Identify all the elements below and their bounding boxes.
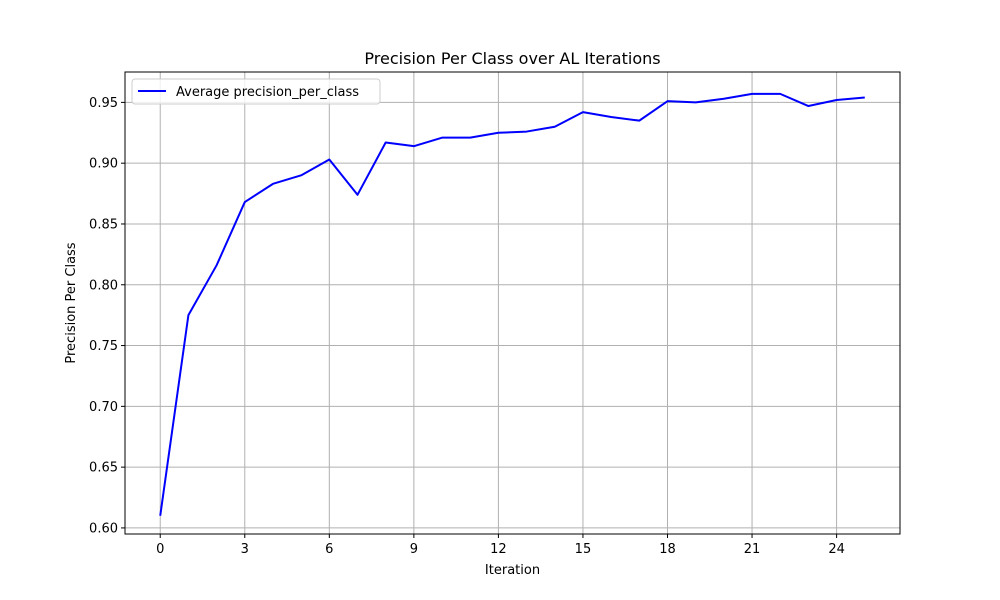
x-tick-label: 9 — [410, 542, 418, 557]
axis-ticks: 0 3 6 9 12 15 18 21 24 0.60 0.65 0.70 0.75 0.80 0.85 0.… — [89, 96, 845, 557]
x-tick-label: 24 — [828, 542, 845, 557]
legend-entry-label: Average precision_per_class — [176, 85, 359, 100]
y-axis-label: Precision Per Class — [64, 242, 79, 363]
y-tick-label: 0.60 — [89, 521, 118, 536]
y-tick-label: 0.90 — [89, 157, 118, 172]
y-tick-label: 0.85 — [89, 217, 118, 232]
series-line — [159, 92, 865, 516]
x-tick-label: 18 — [659, 542, 676, 557]
chart-title: Precision Per Class over AL Iterations — [364, 49, 660, 68]
grid — [125, 72, 900, 534]
legend-box — [131, 78, 381, 105]
x-tick-label: 12 — [490, 542, 507, 557]
y-tick-label: 0.80 — [89, 278, 118, 293]
y-tick-label: 0.75 — [89, 339, 118, 354]
x-tick-label: 15 — [575, 542, 592, 557]
x-tick-label: 21 — [744, 542, 761, 557]
x-axis-label: Iteration — [485, 563, 540, 578]
x-tick-label: 3 — [241, 542, 249, 557]
y-tick-label: 0.95 — [89, 96, 118, 111]
legend: Average precision_per_class — [131, 78, 381, 105]
plot-frame — [124, 71, 901, 535]
y-tick-label: 0.70 — [89, 400, 118, 415]
y-tick-label: 0.65 — [89, 461, 118, 476]
x-tick-label: 0 — [156, 542, 164, 557]
x-tick-label: 6 — [325, 542, 333, 557]
series-layer — [159, 92, 865, 516]
